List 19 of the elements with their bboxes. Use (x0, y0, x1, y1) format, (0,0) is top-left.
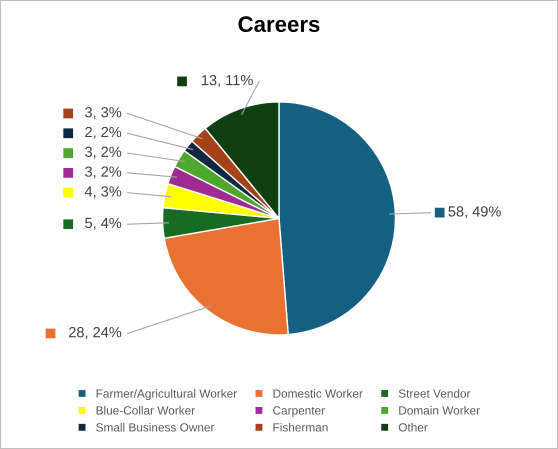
data-label: 5, 4% (85, 218, 122, 230)
legend-label: Small Business Owner (96, 422, 214, 432)
legend-label: Blue-Collar Worker (96, 406, 195, 415)
legend-label: Carpenter (273, 406, 325, 417)
data-label: 3, 2% (85, 146, 122, 159)
data-label: 4, 3% (84, 186, 122, 198)
legend-label: Other (398, 422, 428, 432)
data-label: 28, 24% (69, 327, 122, 340)
data-label: 13, 11% (202, 74, 253, 87)
data-label: 3, 3% (85, 107, 122, 120)
data-label: 58, 49% (448, 206, 501, 218)
data-label: 2, 2% (85, 126, 122, 139)
legend-label: Farmer/Agricultural Worker (96, 389, 237, 400)
data-label: 3, 2% (85, 166, 122, 179)
legend-label: Street Vendor (398, 389, 470, 398)
legend-label: Domestic Worker (274, 389, 363, 398)
legend-label: Domain Worker (399, 406, 480, 415)
legend-label: Fisherman (274, 422, 328, 432)
chart-title: Careers (238, 16, 320, 32)
